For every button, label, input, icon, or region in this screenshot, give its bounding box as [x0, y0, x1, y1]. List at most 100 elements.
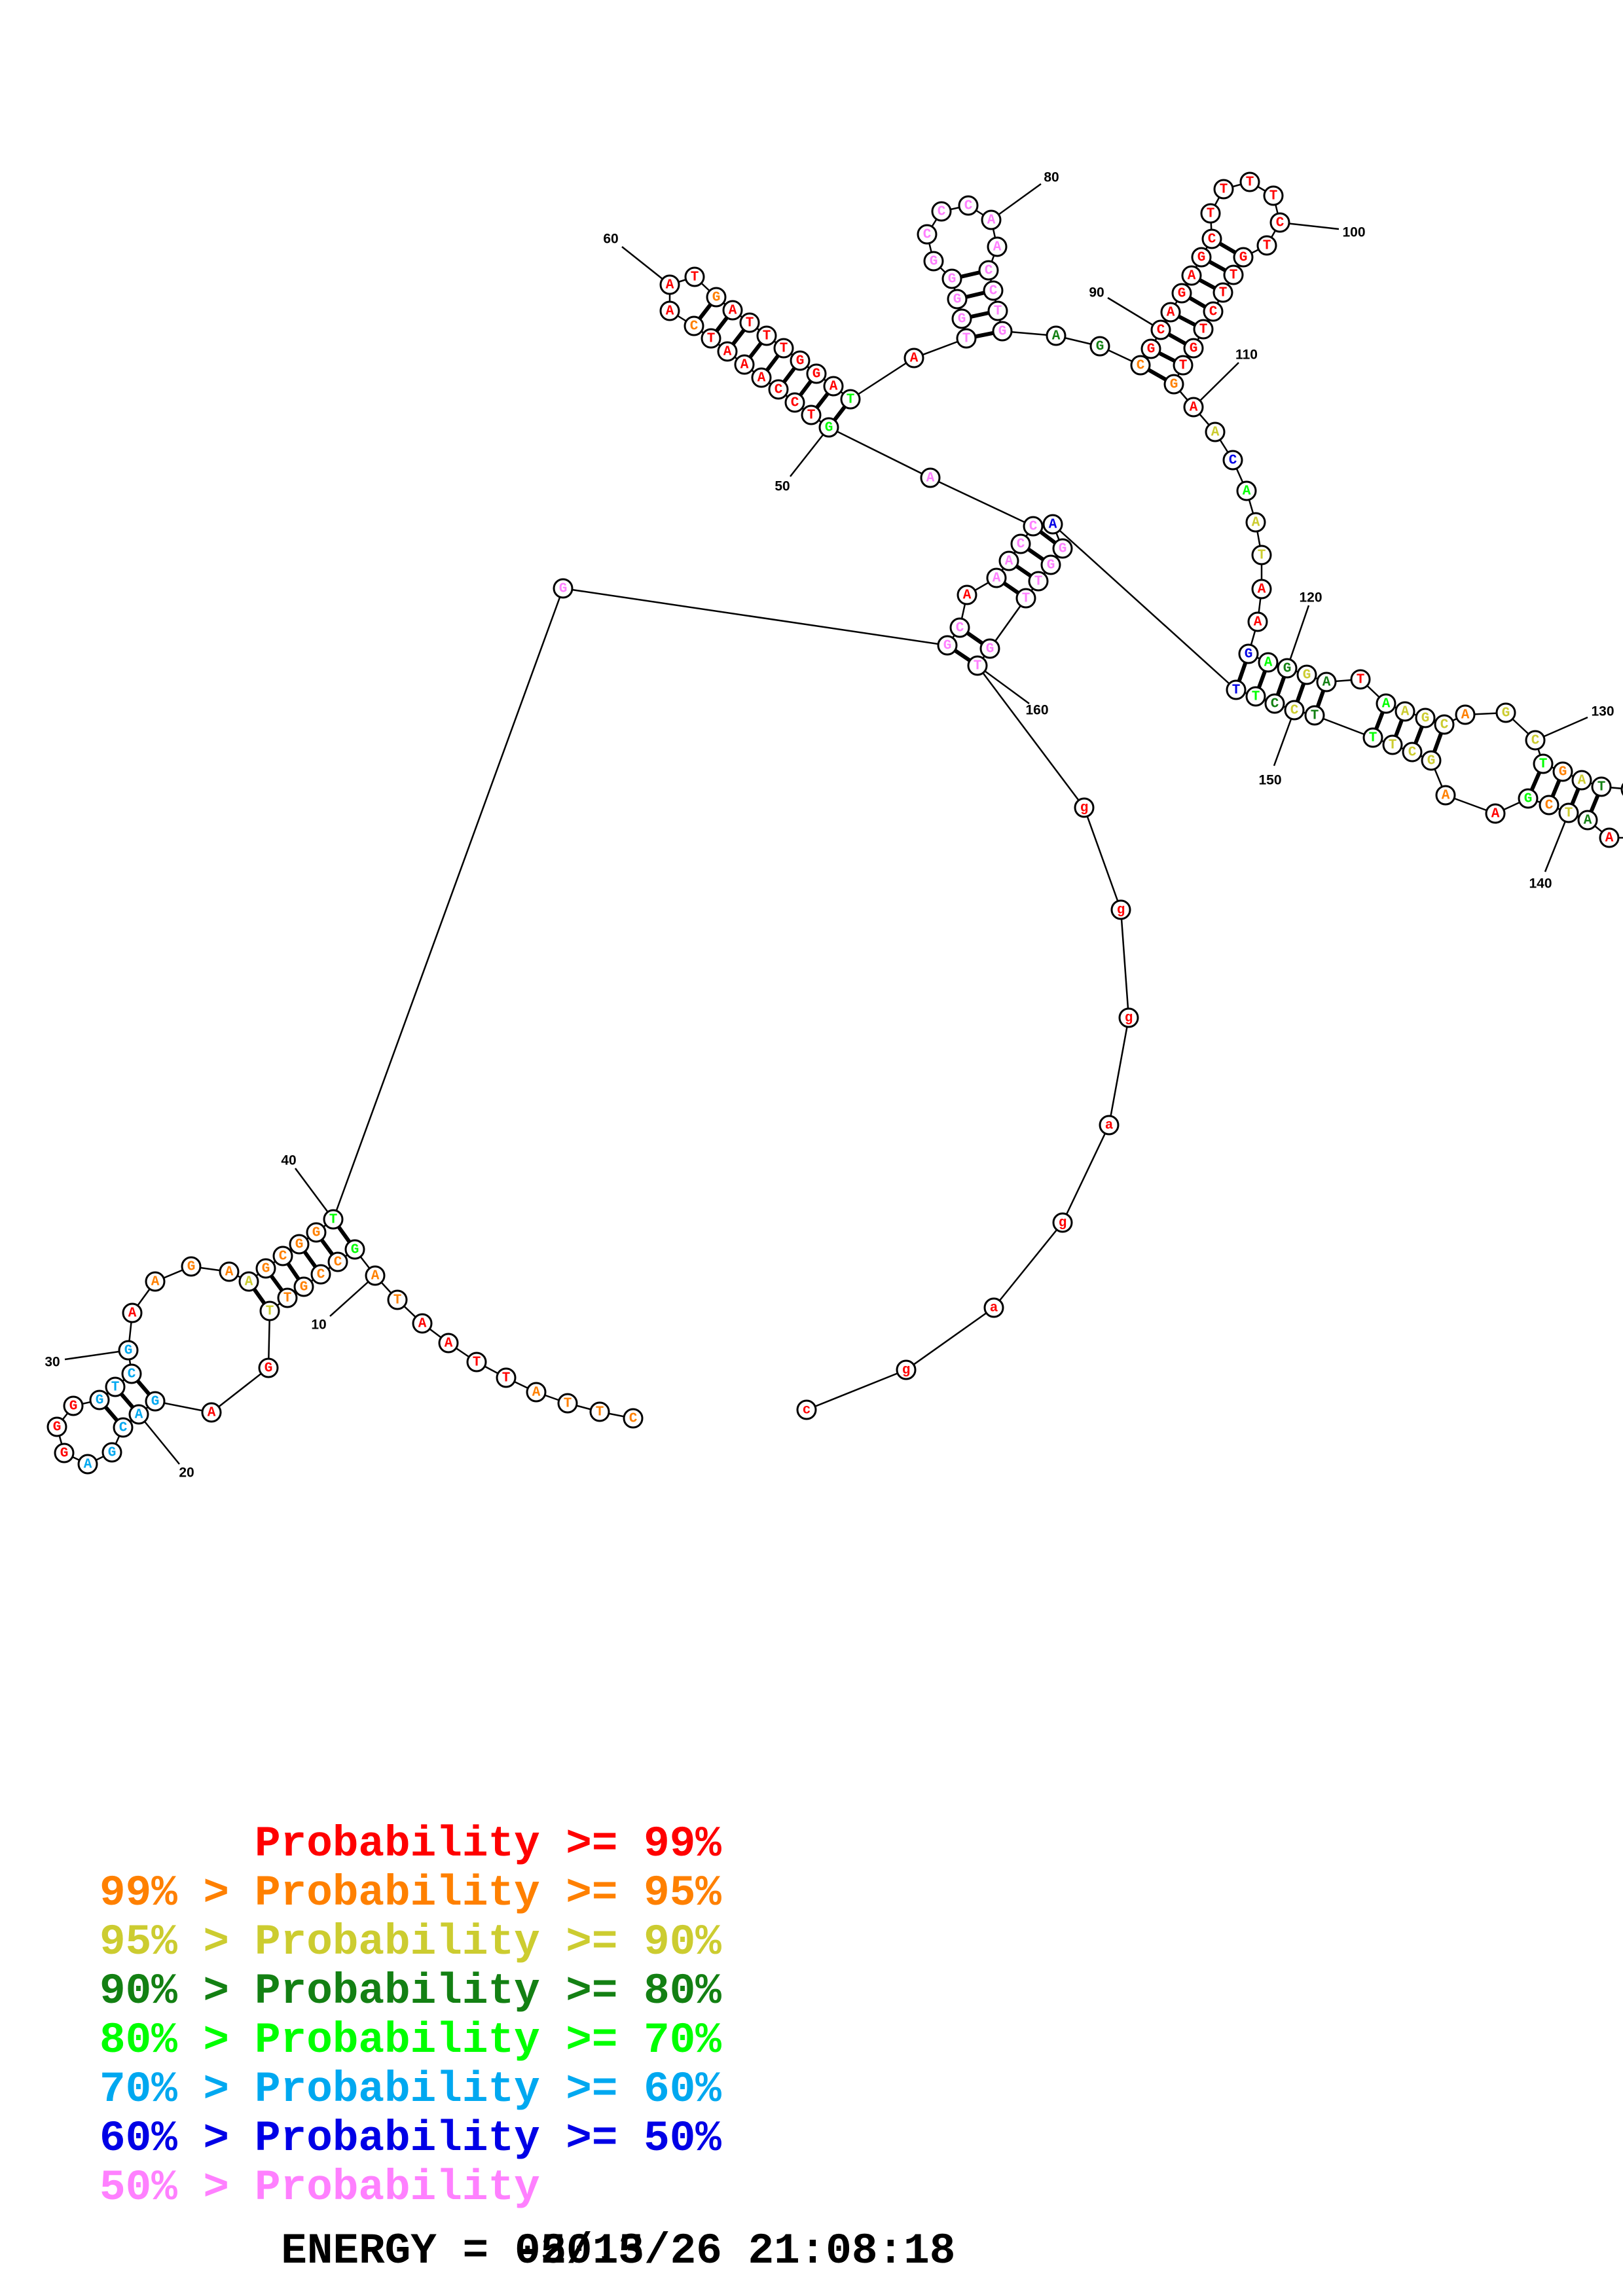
nucleotide: A	[1599, 827, 1620, 848]
backbone-segment	[850, 357, 915, 401]
nucleotide-letter: G	[986, 642, 994, 657]
nucleotide-circle	[145, 1271, 166, 1292]
nucleotide-letter: C	[964, 199, 973, 214]
nucleotide-circle	[553, 578, 574, 599]
nucleotide: T	[557, 1393, 578, 1414]
nucleotide-letter: A	[1211, 425, 1220, 440]
position-label: 150	[1258, 773, 1281, 788]
legend-row: 50% > Probability	[100, 2163, 540, 2212]
nucleotide-letter: G	[60, 1446, 69, 1462]
nucleotide-letter: A	[740, 358, 749, 373]
nucleotide-circle	[1245, 686, 1266, 707]
nucleotide-letter: A	[1461, 708, 1470, 723]
nucleotide-letter: T	[746, 316, 754, 331]
position-tick	[138, 1414, 180, 1465]
nucleotide-circle	[949, 617, 970, 638]
nucleotide-letter: C	[923, 228, 932, 243]
nucleotide-letter: A	[1491, 807, 1500, 822]
nucleotide-letter: A	[1005, 554, 1013, 569]
position-tick	[790, 427, 830, 477]
nucleotide-circle	[310, 1264, 331, 1285]
nucleotide-circle	[101, 1442, 122, 1463]
nucleotide-letter: A	[926, 471, 935, 486]
nucleotide-letter: A	[1049, 518, 1057, 533]
nucleotide: G	[1140, 338, 1161, 359]
nucleotide-letter: C	[1029, 520, 1038, 535]
nucleotide-letter: T	[1179, 359, 1188, 374]
nucleotide: G	[553, 578, 574, 599]
nucleotide-letter: C	[690, 319, 699, 334]
nucleotide-circle	[255, 1258, 276, 1279]
nucleotide-circle	[1284, 700, 1305, 721]
nucleotide-letter: C	[128, 1367, 136, 1382]
backbone-segment	[1083, 807, 1122, 910]
base-pair-bonds	[98, 237, 1603, 1429]
nucleotide-letter: G	[1170, 378, 1178, 393]
legend-row: Probability >= 99%	[255, 1820, 721, 1869]
nucleotide: T	[1362, 727, 1383, 748]
nucleotide-letter: G	[1197, 251, 1206, 266]
nucleotide-letter: G	[1047, 558, 1055, 573]
nucleotide-letter: G	[559, 582, 568, 597]
nucleotide-letter: C	[791, 396, 799, 411]
nucleotide-circle	[387, 1289, 408, 1310]
position-label: 110	[1235, 348, 1258, 363]
position-tick	[294, 1168, 335, 1220]
nucleotide-letter: T	[1565, 806, 1573, 821]
nucleotide: C	[931, 201, 952, 222]
nucleotide-circle	[790, 350, 811, 371]
nucleotide-circle	[1163, 374, 1184, 395]
nucleotide-circle	[258, 1357, 279, 1378]
nucleotide-circle	[1239, 171, 1260, 192]
nucleotide-circle	[931, 201, 952, 222]
nucleotide-circle	[1350, 669, 1371, 690]
energy-footer: ENERGY = -50.5 02/13/26 21:08:18	[100, 2227, 1085, 2276]
backbone-segment	[1120, 909, 1130, 1018]
nucleotide-circle	[1277, 658, 1298, 679]
nucleotide-circle	[773, 338, 794, 359]
nucleotide-circle	[1577, 810, 1598, 831]
backbone-segment	[977, 665, 1085, 808]
nucleotide: A	[1577, 810, 1598, 831]
nucleotide-circle	[1395, 701, 1415, 722]
nucleotide-letter: G	[1303, 668, 1311, 683]
nucleotide: T	[105, 1376, 126, 1397]
nucleotide-letter: G	[1559, 765, 1567, 780]
nucleotide: T	[987, 300, 1008, 321]
nucleotide-letter: A	[418, 1317, 427, 1332]
nucleotide: C	[1150, 319, 1171, 340]
nucleotide-letter: T	[974, 659, 982, 674]
nucleotide-letter: G	[1524, 792, 1533, 807]
nucleotide: T	[589, 1401, 610, 1422]
nucleotide: g	[1118, 1007, 1139, 1028]
nucleotide-letter: c	[803, 1403, 811, 1418]
nucleotide: A	[717, 341, 738, 362]
nucleotide-circle	[201, 1402, 222, 1423]
nucleotide-letter: C	[629, 1412, 638, 1427]
nucleotide: T	[1350, 669, 1371, 690]
nucleotide: A	[751, 367, 772, 388]
nucleotide: G	[951, 308, 972, 329]
nucleotide: C	[327, 1251, 348, 1272]
timestamp: 02/13/26 21:08:18	[515, 2227, 955, 2276]
backbone-segment	[828, 426, 931, 479]
nucleotide: G	[947, 289, 968, 310]
position-label: 100	[1342, 225, 1365, 240]
nucleotide: A	[1395, 701, 1415, 722]
nucleotide: A	[1042, 514, 1063, 535]
nucleotide-letter: T	[1230, 268, 1238, 283]
nucleotide-letter: G	[1239, 251, 1248, 266]
nucleotide: G	[1552, 761, 1573, 782]
legend-range-text: Probability >= 90%	[255, 1918, 721, 1967]
nucleotide-letter: T	[691, 270, 699, 285]
nucleotide-letter: C	[1408, 745, 1417, 761]
nucleotide-circle	[768, 379, 789, 400]
nucleotide-circle	[979, 638, 1000, 659]
nucleotide-circle	[1552, 761, 1573, 782]
nucleotide: T	[684, 266, 705, 287]
nucleotide: C	[1201, 228, 1222, 249]
nucleotide: G	[1277, 658, 1298, 679]
nucleotide-letter: T	[763, 329, 771, 344]
nucleotide-circle	[1402, 742, 1423, 762]
nucleotide: A	[987, 236, 1008, 257]
